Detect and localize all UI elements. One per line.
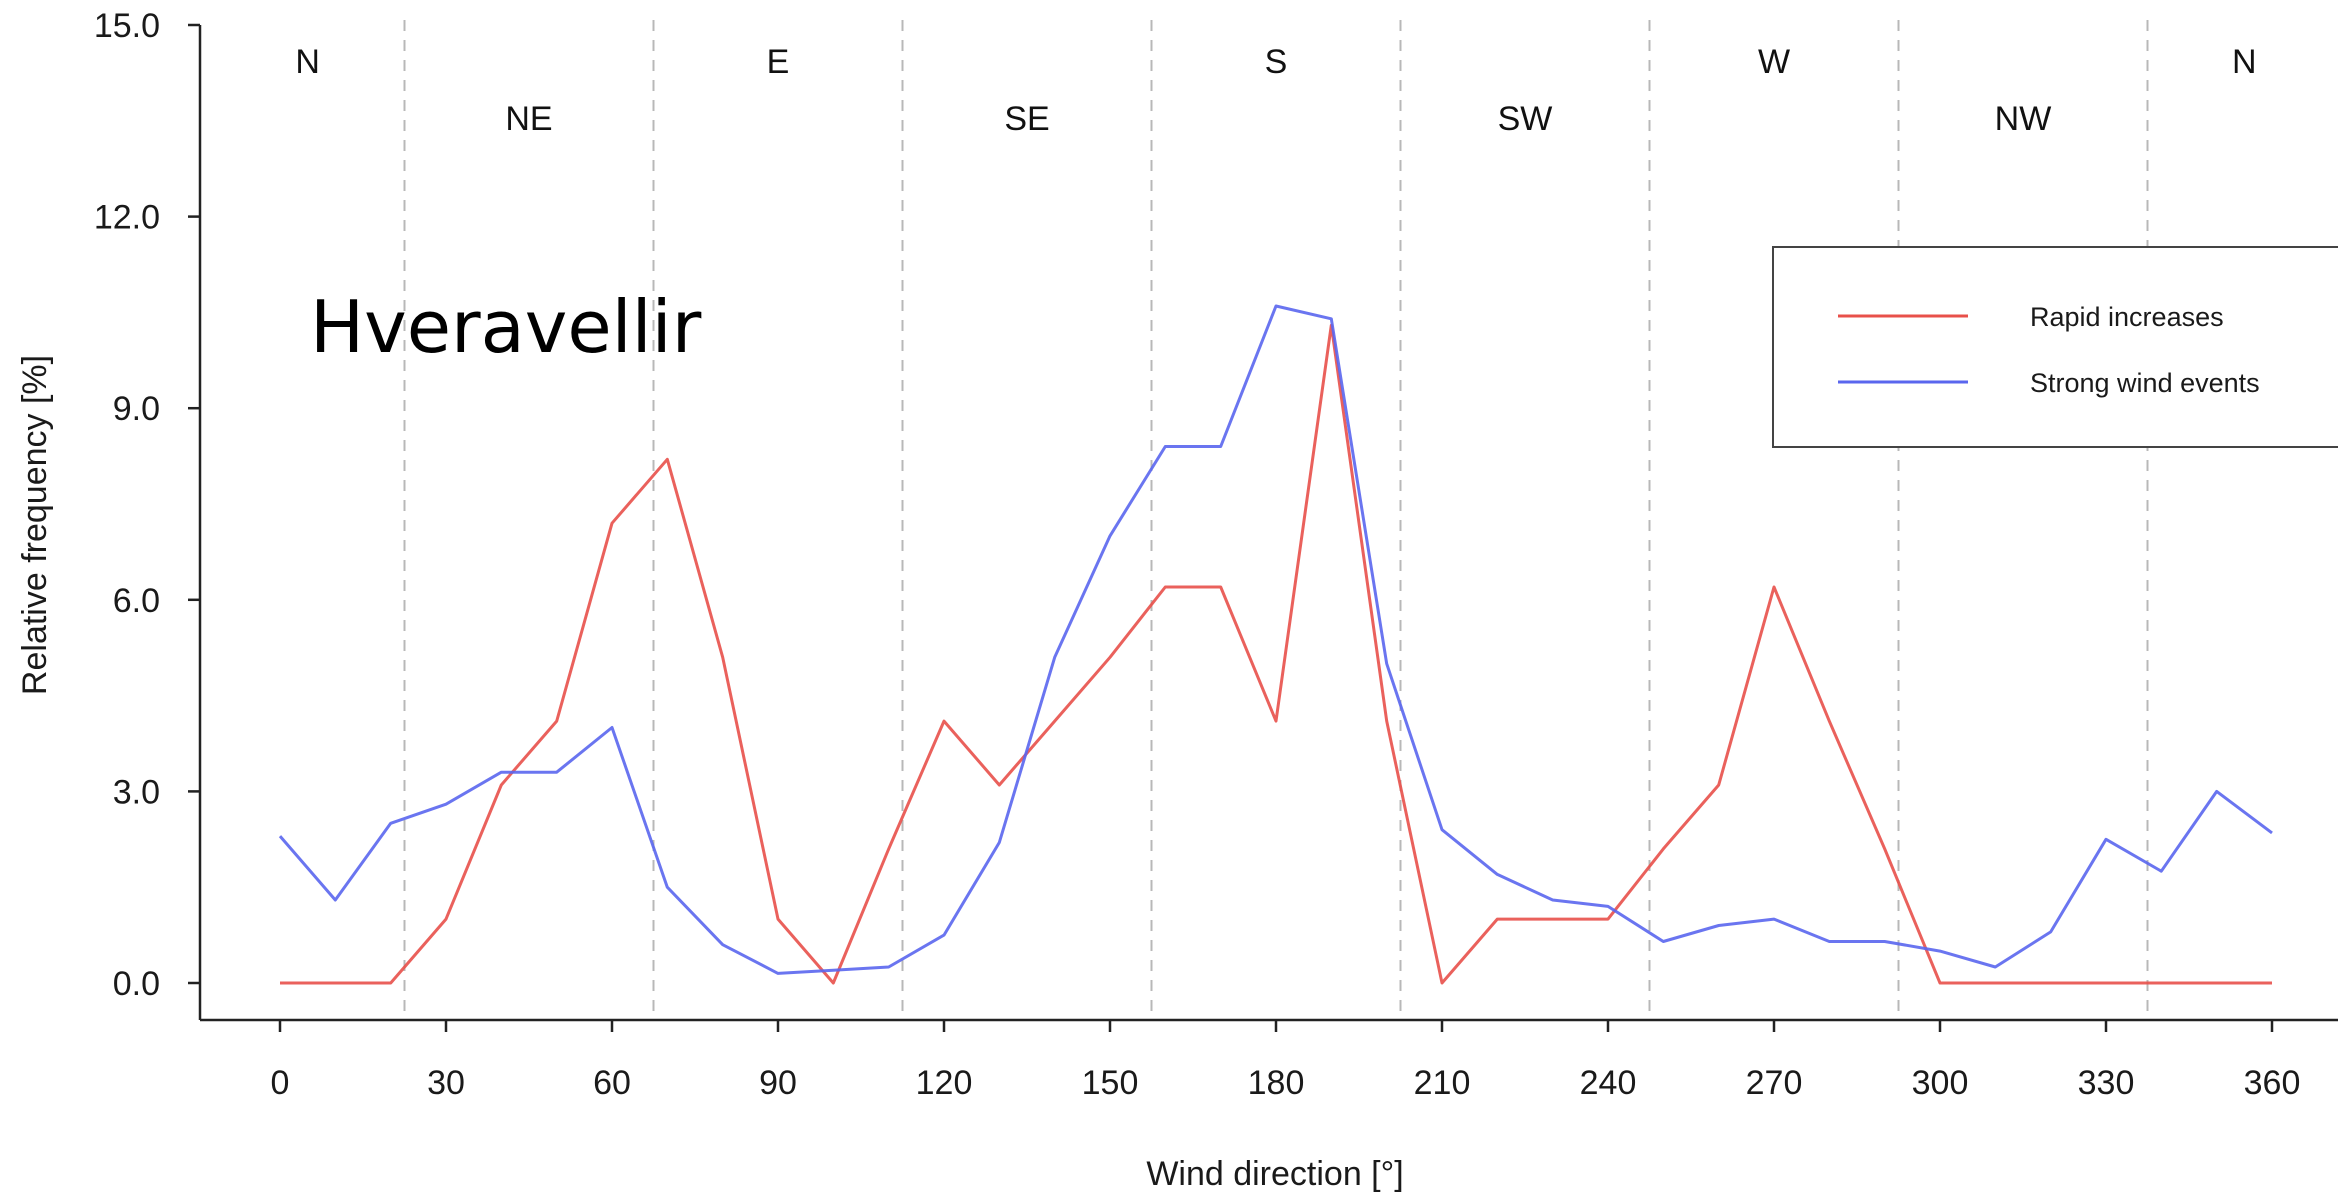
x-tick-label-3: 90 — [759, 1064, 797, 1102]
legend-box — [1772, 246, 2338, 448]
y-axis-title: Relative frequency [%] — [16, 355, 54, 695]
direction-label-sw-5: SW — [1498, 100, 1553, 138]
x-tick-label-0: 0 — [271, 1064, 290, 1102]
x-tick-label-7: 210 — [1414, 1064, 1471, 1102]
direction-label-se-3: SE — [1004, 100, 1049, 138]
x-axis-title: Wind direction [°] — [1146, 1155, 1403, 1193]
legend: Rapid increases Strong wind events — [1772, 246, 2338, 448]
x-tick-label-1: 30 — [427, 1064, 465, 1102]
direction-labels: N NE E SE S SW W NW N — [295, 43, 2256, 138]
y-tick-label-3: 9.0 — [113, 390, 160, 428]
x-tick-label-4: 120 — [916, 1064, 973, 1102]
y-tick-label-1: 3.0 — [113, 773, 160, 811]
y-ticks: 0.0 3.0 6.0 9.0 12.0 15.0 — [94, 7, 200, 1003]
x-tick-label-6: 180 — [1248, 1064, 1305, 1102]
axes — [198, 25, 2338, 1022]
x-tick-label-9: 270 — [1746, 1064, 1803, 1102]
x-tick-label-10: 300 — [1912, 1064, 1969, 1102]
series-line-rapid-increases — [280, 323, 2272, 985]
x-ticks: 0 30 60 90 120 150 180 210 240 270 300 330 360 — [271, 1020, 2301, 1102]
direction-label-nw-7: NW — [1995, 100, 2052, 138]
direction-label-ne-1: NE — [505, 100, 552, 138]
x-tick-label-11: 330 — [2078, 1064, 2135, 1102]
series-lines — [278, 304, 2273, 985]
legend-label-strong-wind-events: Strong wind events — [2030, 368, 2260, 398]
y-tick-label-4: 12.0 — [94, 199, 160, 237]
x-tick-label-12: 360 — [2244, 1064, 2301, 1102]
y-tick-label-2: 6.0 — [113, 582, 160, 620]
legend-label-rapid-increases: Rapid increases — [2030, 302, 2224, 332]
x-tick-label-2: 60 — [593, 1064, 631, 1102]
x-tick-label-8: 240 — [1580, 1064, 1637, 1102]
direction-label-w-6: W — [1758, 43, 1790, 81]
station-label: Hveravellir — [310, 285, 702, 369]
direction-label-n-8: N — [2232, 43, 2257, 81]
y-tick-label-0: 0.0 — [113, 965, 160, 1003]
direction-label-s-4: S — [1265, 43, 1288, 81]
y-tick-label-5: 15.0 — [94, 7, 160, 45]
series-line-strong-wind-events — [278, 304, 2273, 975]
direction-label-e-2: E — [767, 43, 790, 81]
direction-label-n-0: N — [295, 43, 320, 81]
sector-boundaries — [403, 20, 2149, 1020]
x-tick-label-5: 150 — [1082, 1064, 1139, 1102]
